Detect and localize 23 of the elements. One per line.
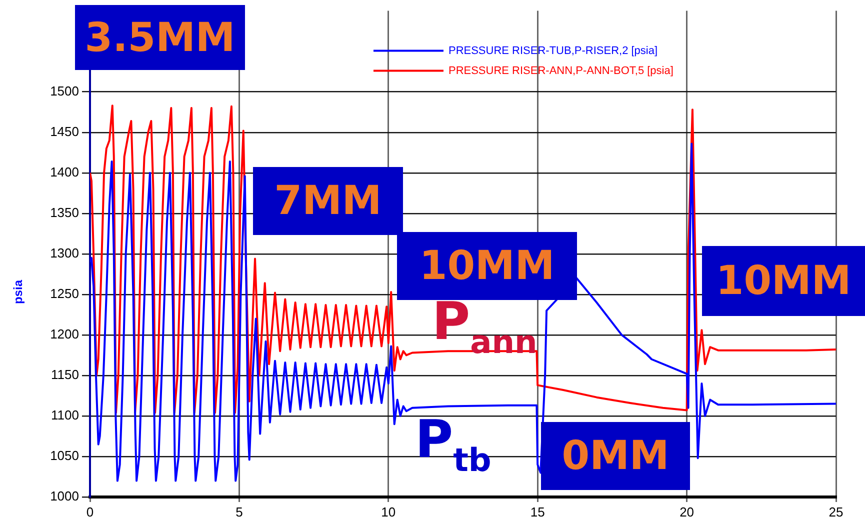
y-tick-label: 1500 [50,83,79,98]
x-tick-label: 0 [86,504,94,520]
x-tick-label: 5 [236,504,243,520]
x-tick-label: 20 [680,504,694,520]
y-tick-label: 1100 [51,408,79,423]
y-axis-title: psia [11,280,26,304]
y-tick-label: 1150 [51,367,79,382]
y-tick-label: 1400 [50,164,79,180]
annotation: 10MM [702,246,865,316]
y-tick-label: 1250 [50,286,79,301]
y-tick-label: 1350 [50,204,79,220]
x-tick-label: 10 [381,504,396,520]
x-tick-label: 15 [530,504,545,520]
y-tick-label: 1300 [50,245,79,260]
annotation: 0MM [541,422,690,490]
x-tick-label: 25 [828,504,844,520]
annotation: 10MM [419,243,555,289]
y-tick-label: 1200 [50,326,79,342]
y-tick-label: 1450 [50,124,79,139]
annotation: 7MM [253,167,403,235]
y-tick-label: 1000 [50,488,79,504]
annotation: 3.5MM [75,5,245,70]
y-tick-label: 1050 [50,448,79,464]
